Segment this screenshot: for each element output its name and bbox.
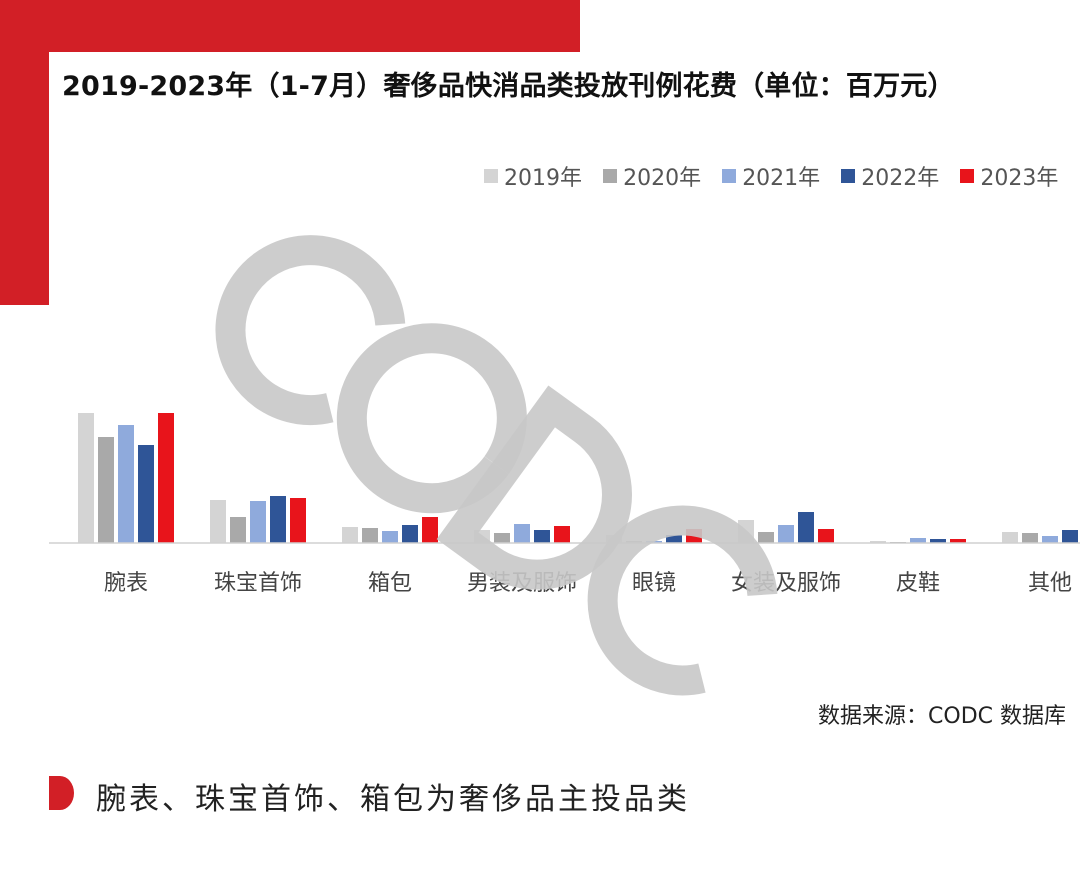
bar-2021年-腕表 [118,425,134,543]
bar-2019年-珠宝首饰 [210,500,226,543]
chart-legend: 2019年 2020年 2021年 2022年 2023年 [484,160,1074,194]
data-source: 数据来源：CODC 数据库 [818,704,1066,729]
bar-2020年-腕表 [98,437,114,543]
bar-2019年-箱包 [342,527,358,543]
legend-label-2022: 2022年 [861,166,940,191]
bar-2019年-其他 [1002,532,1018,543]
category-label: 女装及服饰 [731,571,841,596]
bar-2022年-腕表 [138,445,154,543]
bar-2020年-男装及服饰 [494,533,510,543]
bar-2022年-珠宝首饰 [270,496,286,543]
bar-2019年-眼镜 [606,535,622,543]
bar-2023年-女装及服饰 [818,529,834,543]
red-accent-block-left [0,0,49,305]
bar-2023年-珠宝首饰 [290,498,306,543]
legend-label-2021: 2021年 [742,166,821,191]
bar-2020年-箱包 [362,528,378,543]
category-label: 男装及服饰 [467,571,577,596]
bar-2022年-其他 [1062,530,1078,543]
bar-2019年-女装及服饰 [738,520,754,543]
legend-item-2022: 2022年 [841,160,939,192]
bar-2019年-腕表 [78,413,94,543]
legend-swatch-2021 [722,169,737,183]
bar-2023年-箱包 [422,517,438,543]
chart-title: 2019-2023年（1-7月）奢侈品快消品类投放刊例花费（单位：百万元） [62,71,955,102]
bar-2023年-眼镜 [686,529,702,543]
category-label: 皮鞋 [896,571,940,596]
bar-2019年-皮鞋 [870,541,886,543]
bar-2023年-男装及服饰 [554,526,570,543]
caption-marker-icon [49,776,74,810]
bar-2022年-女装及服饰 [798,512,814,543]
bar-2023年-皮鞋 [950,539,966,543]
legend-item-2023: 2023年 [960,160,1058,192]
bar-2021年-男装及服饰 [514,524,530,543]
bar-2023年-腕表 [158,413,174,543]
bar-2022年-男装及服饰 [534,530,550,543]
legend-item-2020: 2020年 [603,160,701,192]
category-label: 其他 [1028,571,1072,596]
red-accent-block-top [0,0,580,52]
bar-2021年-女装及服饰 [778,525,794,543]
bar-2022年-眼镜 [666,535,682,543]
category-label: 眼镜 [632,571,676,596]
legend-swatch-2022 [841,169,856,183]
bar-2021年-箱包 [382,531,398,543]
legend-swatch-2020 [603,169,618,183]
caption: 腕表、珠宝首饰、箱包为奢侈品主投品类 [96,782,690,817]
bar-2020年-女装及服饰 [758,532,774,543]
legend-swatch-2023 [960,169,975,183]
legend-item-2019: 2019年 [484,160,582,192]
bar-2022年-皮鞋 [930,539,946,543]
legend-item-2021: 2021年 [722,160,820,192]
bar-2022年-箱包 [402,525,418,543]
bar-2019年-男装及服饰 [474,530,490,543]
bar-2021年-其他 [1042,536,1058,543]
bar-2021年-珠宝首饰 [250,501,266,543]
bar-2021年-皮鞋 [910,538,926,543]
category-label: 珠宝首饰 [214,571,302,596]
legend-swatch-2019 [484,169,498,183]
legend-label-2020: 2020年 [623,166,702,191]
category-label: 腕表 [104,571,148,596]
legend-label-2023: 2023年 [980,166,1059,191]
category-label: 箱包 [368,571,412,596]
bar-2020年-珠宝首饰 [230,517,246,543]
legend-label-2019: 2019年 [504,166,582,191]
bar-2020年-其他 [1022,533,1038,543]
